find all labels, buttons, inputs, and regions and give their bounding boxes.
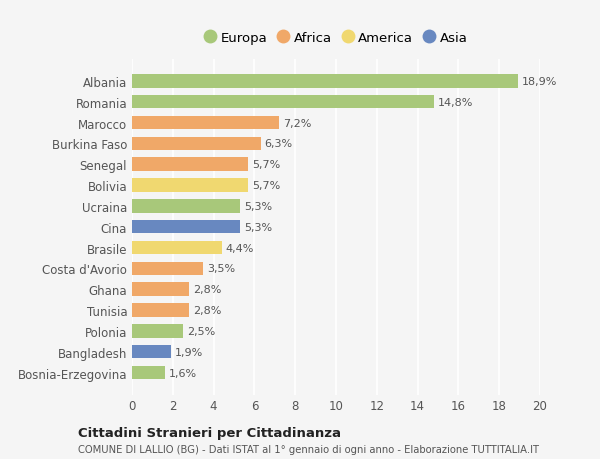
Text: 18,9%: 18,9% bbox=[521, 77, 557, 87]
Text: 7,2%: 7,2% bbox=[283, 118, 311, 128]
Text: 1,9%: 1,9% bbox=[175, 347, 203, 357]
Bar bbox=[132, 75, 518, 89]
Text: 3,5%: 3,5% bbox=[208, 264, 236, 274]
Bar bbox=[132, 158, 248, 172]
Bar bbox=[132, 303, 189, 317]
Text: 5,7%: 5,7% bbox=[253, 181, 281, 190]
Text: 14,8%: 14,8% bbox=[438, 97, 473, 107]
Bar bbox=[132, 117, 279, 130]
Text: COMUNE DI LALLIO (BG) - Dati ISTAT al 1° gennaio di ogni anno - Elaborazione TUT: COMUNE DI LALLIO (BG) - Dati ISTAT al 1°… bbox=[78, 444, 539, 454]
Bar bbox=[132, 179, 248, 192]
Bar bbox=[132, 137, 260, 151]
Text: 2,5%: 2,5% bbox=[187, 326, 215, 336]
Bar bbox=[132, 95, 434, 109]
Bar bbox=[132, 283, 189, 297]
Text: 5,3%: 5,3% bbox=[244, 202, 272, 212]
Text: 1,6%: 1,6% bbox=[169, 368, 197, 378]
Text: 5,7%: 5,7% bbox=[253, 160, 281, 170]
Text: 5,3%: 5,3% bbox=[244, 222, 272, 232]
Bar bbox=[132, 325, 183, 338]
Text: 2,8%: 2,8% bbox=[193, 305, 221, 315]
Bar bbox=[132, 220, 240, 234]
Bar bbox=[132, 366, 164, 380]
Text: 4,4%: 4,4% bbox=[226, 243, 254, 253]
Legend: Europa, Africa, America, Asia: Europa, Africa, America, Asia bbox=[199, 26, 473, 50]
Bar bbox=[132, 241, 222, 255]
Bar bbox=[132, 345, 171, 359]
Text: 2,8%: 2,8% bbox=[193, 285, 221, 295]
Text: Cittadini Stranieri per Cittadinanza: Cittadini Stranieri per Cittadinanza bbox=[78, 426, 341, 439]
Text: 6,3%: 6,3% bbox=[265, 139, 293, 149]
Bar bbox=[132, 200, 240, 213]
Bar bbox=[132, 262, 203, 275]
